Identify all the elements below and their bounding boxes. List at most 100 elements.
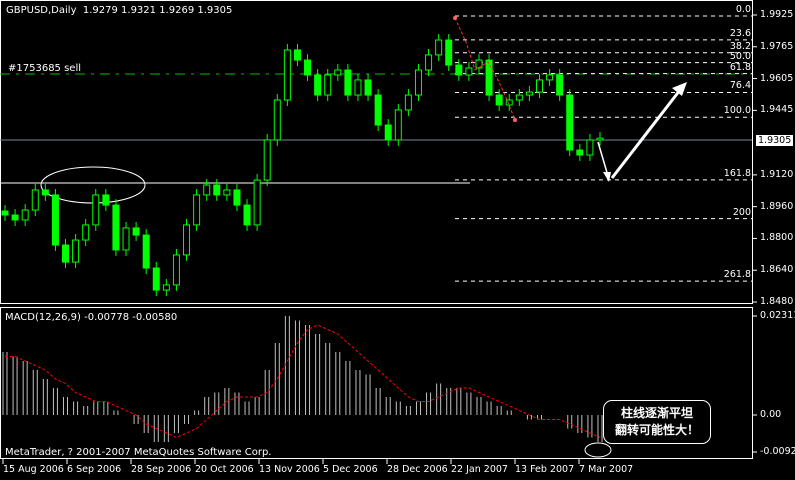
candle-body	[11, 214, 19, 221]
callout-line-2: 翻转可能性大！	[614, 423, 699, 437]
candle-body	[132, 227, 140, 236]
candle-body	[515, 94, 523, 101]
chart-header: GBPUSD,Daily 1.9279 1.9321 1.9269 1.9305	[6, 5, 232, 16]
fib-level-label: 61.8	[729, 61, 751, 73]
candle-body	[384, 124, 392, 141]
y-tick-label: 1.8480	[760, 296, 794, 307]
candle-body	[505, 99, 513, 106]
candle-body	[324, 74, 332, 96]
fib-level-label: 50.0	[729, 50, 751, 62]
fib-level-label: 200	[732, 206, 751, 218]
candle-body	[485, 59, 493, 96]
y-tick-label: 1.8960	[760, 200, 794, 212]
fib-level-label: 261.8	[723, 269, 751, 281]
fib-level-label: 0.0	[735, 3, 751, 15]
fib-anchor-top[interactable]	[453, 16, 457, 20]
price-panel-border	[0, 0, 753, 304]
ohlc-values: 1.9279 1.9321 1.9269 1.9305	[82, 5, 233, 16]
candle-body	[394, 109, 402, 141]
macd-highlight-ellipse[interactable]	[584, 442, 612, 458]
candle-body	[162, 284, 170, 291]
candle-body	[525, 91, 533, 96]
annotation-callout[interactable]: 柱线逐渐平坦 翻转可能性大！	[603, 400, 711, 444]
x-tick-label: 13 Feb 2007	[515, 464, 575, 475]
macd-panel-border	[0, 307, 753, 459]
x-tick-label: 5 Dec 2006	[323, 464, 378, 475]
fib-level-label: 161.8	[723, 167, 751, 179]
fibonacci-retracement[interactable]	[455, 15, 752, 282]
candle-body	[183, 224, 191, 256]
fib-level-label: 76.4	[729, 80, 751, 92]
candle-body	[404, 94, 412, 111]
candle-body	[21, 209, 29, 221]
up-arrow-line[interactable]	[610, 89, 682, 179]
current-price-tag: 1.9305	[756, 135, 794, 146]
down-arrow-head	[603, 172, 611, 182]
candle-body	[172, 254, 180, 286]
up-arrow-head	[672, 82, 687, 96]
macd-y-tick-label: 0.00	[760, 409, 782, 420]
candle-body	[495, 94, 503, 106]
candle-body	[112, 204, 120, 251]
candle-body	[374, 94, 382, 126]
macd-y-tick-label: 0.02311	[760, 310, 795, 321]
macd-signal-line	[5, 324, 601, 439]
candle-body	[122, 227, 130, 251]
candle-body	[1, 210, 9, 216]
macd-label: MACD(12,26,9) -0.00778 -0.00580	[5, 312, 178, 323]
candle-body	[314, 74, 322, 96]
candle-body	[253, 179, 261, 226]
candle-body	[72, 239, 80, 263]
fib-level-label: 23.6	[729, 27, 751, 39]
axis-ticks	[2, 14, 757, 464]
fib-trendline[interactable]	[454, 17, 516, 121]
down-arrow-line[interactable]	[597, 141, 609, 177]
candle-body	[425, 54, 433, 71]
x-tick-label: 20 Oct 2006	[195, 464, 254, 475]
candle-body	[596, 137, 604, 141]
candle-body	[334, 69, 342, 76]
candles	[1, 34, 604, 297]
candle-body	[203, 184, 211, 196]
candle-body	[233, 189, 241, 206]
x-tick-label: 22 Jan 2007	[451, 464, 508, 475]
candle-body	[263, 139, 271, 181]
y-tick-label: 1.9445	[760, 104, 794, 116]
callout-line-1: 柱线逐渐平坦	[620, 406, 693, 420]
x-tick-label: 28 Sep 2006	[131, 464, 192, 475]
candle-body	[92, 194, 100, 226]
candle-body	[344, 69, 352, 96]
order-label: #1753685 sell	[8, 63, 82, 74]
y-tick-label: 1.8800	[760, 232, 794, 244]
candle-body	[283, 49, 291, 101]
candle-body	[304, 59, 312, 76]
candle-body	[273, 99, 281, 141]
macd-y-tick-label: -0.00925	[760, 446, 795, 457]
symbol-label: GBPUSD,Daily	[6, 5, 77, 16]
candle-body	[364, 79, 372, 96]
candle-body	[354, 79, 362, 96]
fib-level-label: 38.2	[729, 40, 751, 52]
candle-body	[62, 244, 70, 263]
candle-body	[455, 64, 463, 76]
candle-body	[535, 79, 543, 93]
fib-anchor-bottom[interactable]	[513, 118, 517, 122]
y-tick-label: 1.8640	[760, 264, 794, 276]
x-tick-label: 13 Nov 2006	[259, 464, 320, 475]
candle-body	[546, 74, 554, 81]
candle-body	[193, 194, 201, 226]
copyright-text: MetaTrader, ? 2001-2007 MetaQuotes Softw…	[5, 447, 272, 458]
candle-body	[213, 184, 221, 196]
candle-body	[556, 74, 564, 96]
candle-body	[41, 189, 49, 196]
candle-body	[51, 194, 59, 246]
fib-level-label: 100.0	[723, 105, 751, 117]
x-tick-label: 15 Aug 2006	[3, 464, 64, 475]
candle-body	[566, 94, 574, 151]
candle-body	[414, 69, 422, 96]
x-tick-label: 7 Mar 2007	[579, 464, 634, 475]
candle-body	[576, 149, 584, 156]
y-tick-label: 1.9605	[760, 72, 794, 84]
candle-body	[586, 139, 594, 156]
